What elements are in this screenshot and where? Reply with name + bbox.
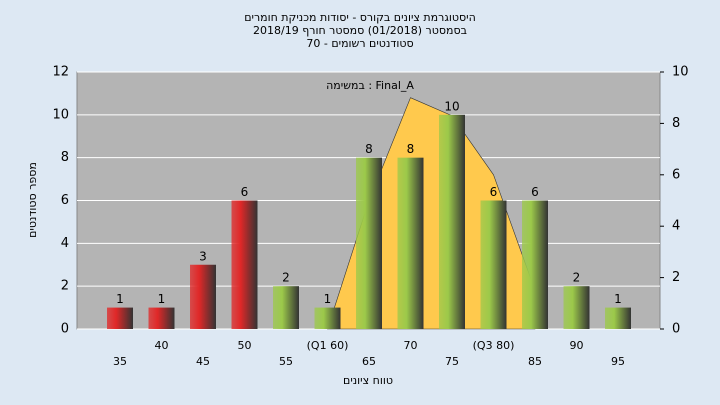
bar (107, 307, 133, 329)
y-tick-label: 0 (61, 322, 69, 337)
y-tick-label: 12 (52, 65, 69, 80)
x-tick-label: 85 (528, 355, 542, 368)
x-tick-label: (Q3 80) (473, 339, 515, 352)
x-tick-label: 50 (238, 339, 252, 352)
y-tick-label: 10 (52, 107, 69, 122)
bar (522, 200, 548, 329)
bar (439, 114, 465, 329)
bar (397, 157, 424, 329)
x-tick-label: 95 (611, 355, 625, 368)
value-label: 1 (158, 292, 166, 306)
bar (480, 200, 507, 329)
bar (356, 157, 382, 329)
bar (563, 286, 590, 329)
value-label: 3 (199, 249, 207, 263)
y-tick-label: 8 (61, 150, 69, 165)
x-tick-label: 70 (404, 339, 418, 352)
x-tick-label: 65 (362, 355, 376, 368)
value-label: 6 (531, 185, 539, 199)
x-tick-label: 90 (570, 339, 584, 352)
annotation: Final_A : במשימה (326, 79, 414, 92)
y2-tick-label: 10 (672, 65, 689, 80)
x-tick-label: 55 (279, 355, 293, 368)
x-tick-label: 40 (155, 339, 169, 352)
title-line: בסמסטר (01/2018) סמסטר חורף 2018/19 (253, 24, 467, 37)
y-axis-label: מספר סטודנטים (26, 162, 39, 238)
y2-tick-label: 6 (672, 167, 680, 182)
value-label: 1 (116, 292, 124, 306)
x-tick-label: (Q1 60) (307, 339, 349, 352)
title-line: היסטוגרמת ציונים בקורס - יסודות מכניקת ח… (244, 11, 476, 24)
y-tick-label: 4 (61, 236, 69, 251)
bar (314, 307, 341, 329)
x-axis-label: טווח ציונים (343, 374, 393, 387)
y2-tick-label: 2 (672, 270, 680, 285)
y-tick-label: 2 (61, 279, 69, 294)
y2-tick-label: 8 (672, 116, 680, 131)
y-tick-label: 6 (61, 193, 69, 208)
value-label: 10 (444, 99, 459, 113)
bar (148, 307, 175, 329)
value-label: 8 (365, 142, 373, 156)
bar (273, 286, 299, 329)
value-label: 8 (407, 142, 415, 156)
value-label: 6 (490, 185, 498, 199)
value-label: 1 (324, 292, 332, 306)
x-tick-label: 35 (113, 355, 127, 368)
title-line: סטודנטים רשומים - 70 (306, 37, 413, 50)
value-label: 2 (282, 271, 290, 285)
bar (231, 200, 258, 329)
y2-tick-label: 4 (672, 219, 680, 234)
bar (605, 307, 631, 329)
x-tick-label: 45 (196, 355, 210, 368)
value-label: 1 (614, 292, 622, 306)
value-label: 2 (573, 271, 581, 285)
bar (190, 264, 216, 329)
y2-tick-label: 0 (672, 322, 680, 337)
x-tick-label: 75 (445, 355, 459, 368)
value-label: 6 (241, 185, 249, 199)
